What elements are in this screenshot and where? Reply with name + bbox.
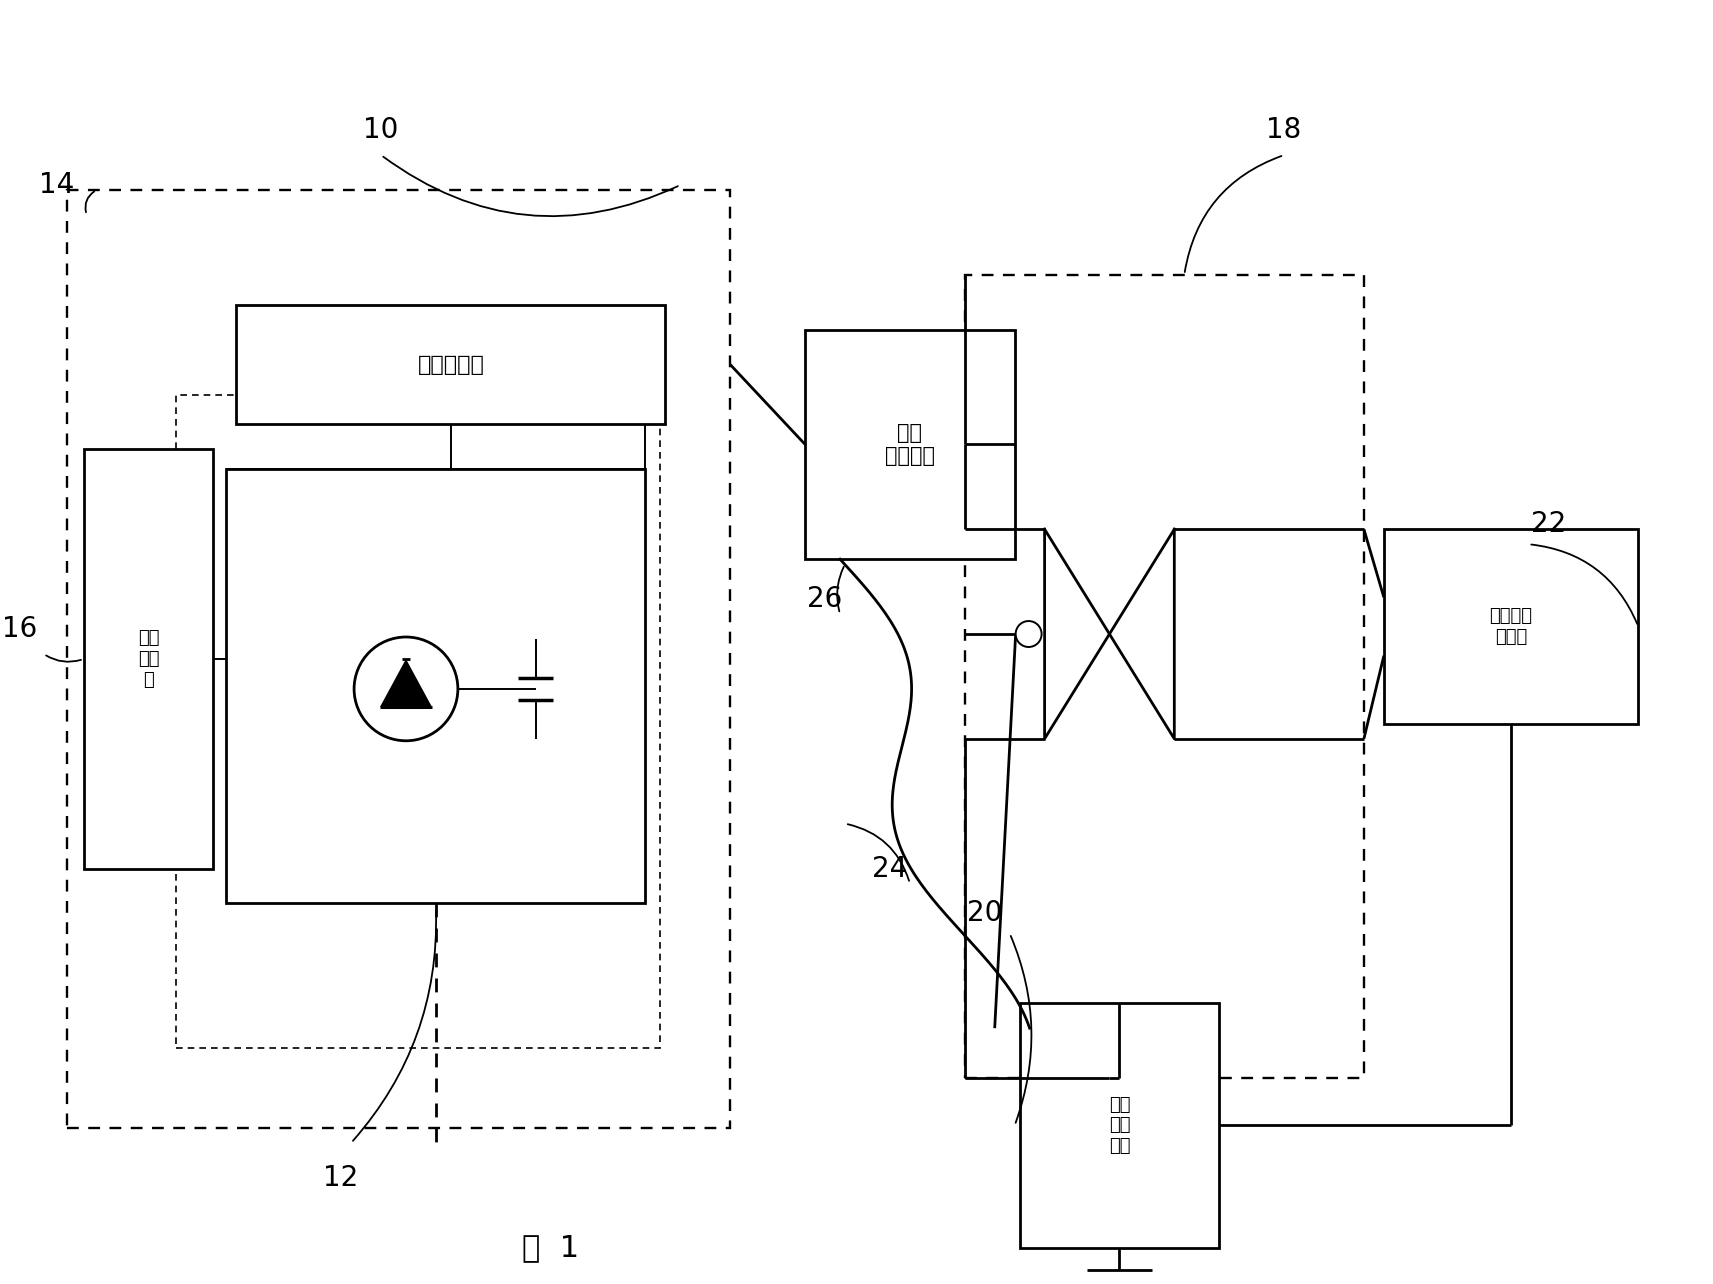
Bar <box>805 330 1014 559</box>
Circle shape <box>355 637 457 741</box>
Text: 外部
电容
元件: 外部 电容 元件 <box>1108 1095 1131 1156</box>
Text: 源驱动电路: 源驱动电路 <box>418 354 485 375</box>
Bar <box>236 304 665 425</box>
Bar <box>1384 529 1638 724</box>
Bar <box>176 394 661 1048</box>
Circle shape <box>1016 621 1042 647</box>
Text: 18: 18 <box>1266 116 1302 144</box>
Text: 14: 14 <box>39 171 74 199</box>
Text: 门驱
动电
路: 门驱 动电 路 <box>137 629 159 688</box>
Bar <box>67 190 730 1127</box>
Text: 图  1: 图 1 <box>522 1233 579 1262</box>
Text: 10: 10 <box>363 116 399 144</box>
Polygon shape <box>380 659 432 707</box>
Text: 外部电源
供应器: 外部电源 供应器 <box>1490 607 1533 646</box>
Text: 20: 20 <box>968 899 1002 927</box>
Bar <box>1019 1003 1220 1248</box>
Text: 26: 26 <box>807 586 843 612</box>
Text: 12: 12 <box>324 1163 358 1192</box>
Bar <box>964 275 1364 1079</box>
Bar <box>301 614 601 764</box>
Bar <box>226 470 646 904</box>
Text: 检测
开关元件: 检测 开关元件 <box>886 422 935 466</box>
Bar <box>84 449 214 868</box>
Text: 22: 22 <box>1531 510 1566 538</box>
Text: 24: 24 <box>872 855 908 882</box>
Text: 16: 16 <box>2 615 38 643</box>
